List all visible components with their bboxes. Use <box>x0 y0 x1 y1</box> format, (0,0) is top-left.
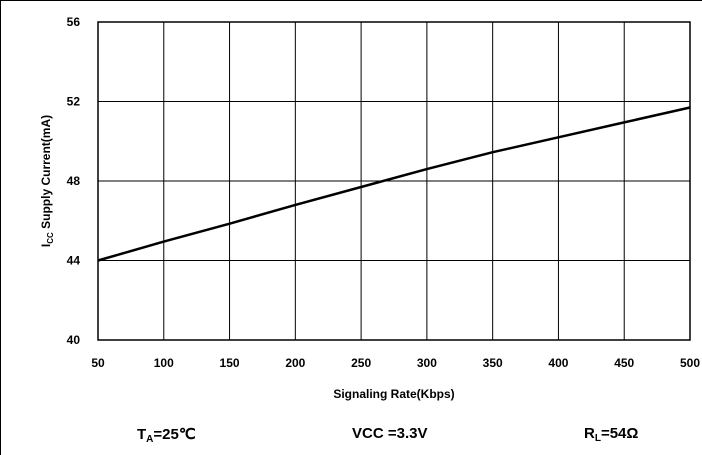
grid-lines <box>97 21 691 341</box>
y-tick-label: 56 <box>67 15 81 29</box>
x-tick-label: 400 <box>548 356 568 370</box>
temperature-condition: TA=25℃ <box>137 426 196 445</box>
x-tick-label: 150 <box>220 356 240 370</box>
series-line <box>97 106 691 262</box>
x-tick-label: 300 <box>417 356 437 370</box>
y-tick-label: 44 <box>67 254 81 268</box>
y-tick-label: 52 <box>67 95 81 109</box>
x-tick-label: 500 <box>680 356 700 370</box>
x-tick-label: 50 <box>91 356 105 370</box>
y-axis-label: ICC Supply Current(mA) <box>39 115 55 247</box>
plot-border <box>97 21 691 341</box>
series-group <box>97 106 691 262</box>
x-tick-label: 200 <box>285 356 305 370</box>
x-tick-label: 250 <box>351 356 371 370</box>
y-tick-labels: 40 44 48 52 56 <box>67 15 81 347</box>
x-tick-label: 100 <box>154 356 174 370</box>
x-tick-label: 450 <box>614 356 634 370</box>
x-axis-label: Signaling Rate(Kbps) <box>333 387 454 401</box>
vcc-condition: VCC =3.3V <box>352 425 428 442</box>
x-tick-label: 350 <box>483 356 503 370</box>
y-tick-label: 40 <box>67 333 81 347</box>
load-resistance-condition: RL=54Ω <box>584 425 639 444</box>
y-tick-label: 48 <box>67 174 81 188</box>
x-tick-labels: 50 100 150 200 250 300 350 400 450 500 <box>91 356 700 370</box>
